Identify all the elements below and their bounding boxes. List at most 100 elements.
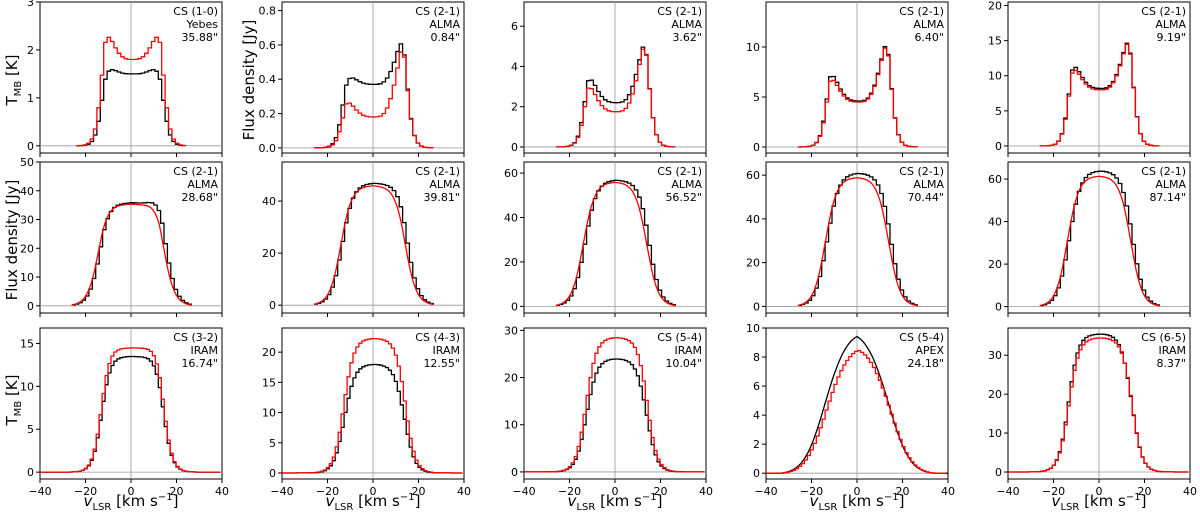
panel-annotation-line-2: ALMA bbox=[429, 18, 460, 31]
y-tick-label: 10 bbox=[504, 419, 518, 432]
y-tick-label: 20 bbox=[504, 372, 518, 385]
series-model bbox=[797, 47, 918, 148]
panel-annotation-line-1: CS (2-1) bbox=[657, 5, 702, 18]
x-tick-label: 0 bbox=[1096, 485, 1103, 498]
panel-annotation-line-3: 56.52" bbox=[665, 191, 702, 204]
y-tick-label: 0 bbox=[269, 467, 276, 480]
y-tick-label: 40 bbox=[746, 213, 760, 226]
series-observed bbox=[555, 46, 676, 148]
y-tick-label: 0.4 bbox=[259, 73, 277, 86]
x-tick-label: 40 bbox=[699, 485, 713, 498]
panel-annotation-line-1: CS (2-1) bbox=[1141, 5, 1186, 18]
panel-annotation-line-3: 3.62" bbox=[672, 31, 702, 44]
y-tick-label: 8 bbox=[753, 351, 760, 364]
x-tick-label: −40 bbox=[512, 485, 535, 498]
panel-annotation-line-2: ALMA bbox=[671, 178, 702, 191]
panel-annotation-line-1: CS (4-3) bbox=[415, 331, 460, 344]
y-axis-label-panel2: Flux density [Jy] bbox=[240, 20, 258, 141]
y-tick-label: 0 bbox=[753, 300, 760, 313]
y-tick-label: 30 bbox=[988, 349, 1002, 362]
series-model bbox=[40, 347, 221, 473]
x-tick-label: 20 bbox=[654, 485, 668, 498]
y-tick-label: 50 bbox=[20, 156, 34, 169]
y-tick-label: 10 bbox=[988, 427, 1002, 440]
series-observed bbox=[797, 46, 918, 148]
panel-annotation-line-3: 10.04" bbox=[665, 357, 702, 370]
y-tick-label: 0 bbox=[27, 140, 34, 153]
y-tick-label: 0.6 bbox=[259, 39, 277, 52]
series-model bbox=[313, 185, 435, 306]
panel-annotation-line-2: Yebes bbox=[185, 18, 218, 31]
panel-annotation-line-2: ALMA bbox=[913, 18, 944, 31]
y-tick-label: 2 bbox=[753, 438, 760, 451]
panel-annotation-line-2: APEX bbox=[915, 344, 944, 357]
x-tick-label: −20 bbox=[74, 485, 97, 498]
panel-annotation-line-2: IRAM bbox=[1159, 344, 1186, 357]
x-tick-label: −20 bbox=[558, 485, 581, 498]
y-tick-label: 20 bbox=[262, 247, 276, 260]
panel-annotation-line-2: ALMA bbox=[1155, 178, 1186, 191]
x-axis-title-3: vLSR [km s−1] bbox=[568, 492, 663, 513]
y-axis-label-row1: TMB [K] bbox=[3, 55, 24, 107]
x-tick-label: 20 bbox=[1138, 485, 1152, 498]
x-tick-label: 0 bbox=[612, 485, 619, 498]
panel-annotation-line-1: CS (2-1) bbox=[173, 165, 218, 178]
y-tick-label: 0 bbox=[511, 300, 518, 313]
y-tick-label: 6 bbox=[511, 20, 518, 33]
y-tick-label: 20 bbox=[988, 388, 1002, 401]
series-observed bbox=[313, 182, 434, 305]
panel-annotation-line-3: 12.55" bbox=[423, 357, 460, 370]
panel-annotation-line-1: CS (2-1) bbox=[415, 5, 460, 18]
y-tick-label: 20 bbox=[20, 242, 34, 255]
series-observed bbox=[1039, 42, 1160, 147]
y-tick-label: 5 bbox=[995, 105, 1002, 118]
y-tick-label: 15 bbox=[20, 337, 34, 350]
y-tick-label: 0.8 bbox=[259, 5, 277, 18]
panel-annotation-line-3: 16.74" bbox=[181, 357, 218, 370]
x-tick-label: −40 bbox=[996, 485, 1019, 498]
series-observed bbox=[40, 355, 221, 473]
x-tick-label: 0 bbox=[370, 485, 377, 498]
y-tick-label: 0 bbox=[995, 466, 1002, 479]
x-tick-label: 40 bbox=[1183, 485, 1197, 498]
y-tick-label: 6 bbox=[753, 380, 760, 393]
y-tick-label: 10 bbox=[746, 322, 760, 335]
y-tick-label: 0 bbox=[995, 140, 1002, 153]
series-model bbox=[282, 337, 463, 474]
series-observed bbox=[1039, 170, 1160, 307]
y-tick-label: 3 bbox=[27, 0, 34, 9]
y-tick-label: 10 bbox=[20, 271, 34, 284]
series-model bbox=[797, 177, 919, 307]
y-tick-label: 20 bbox=[988, 258, 1002, 271]
y-tick-label: 40 bbox=[988, 216, 1002, 229]
panel-annotation-line-1: CS (2-1) bbox=[899, 5, 944, 18]
y-tick-label: 0 bbox=[995, 301, 1002, 314]
y-tick-label: 0 bbox=[511, 141, 518, 154]
y-tick-label: 40 bbox=[504, 212, 518, 225]
y-tick-label: 30 bbox=[504, 324, 518, 337]
y-tick-label: 10 bbox=[262, 407, 276, 420]
y-tick-label: 2 bbox=[511, 101, 518, 114]
y-tick-label: 0 bbox=[753, 467, 760, 480]
panel-annotation-line-1: CS (2-1) bbox=[415, 165, 460, 178]
y-tick-label: 0.0 bbox=[259, 142, 277, 155]
panel-annotation-line-2: ALMA bbox=[429, 178, 460, 191]
y-tick-label: 20 bbox=[262, 346, 276, 359]
panel-annotation-line-1: CS (6-5) bbox=[1141, 331, 1186, 344]
series-model bbox=[555, 181, 677, 307]
panel-annotation-line-1: CS (1-0) bbox=[173, 5, 218, 18]
y-tick-label: 60 bbox=[504, 167, 518, 180]
x-tick-label: −20 bbox=[1042, 485, 1065, 498]
y-tick-label: 4 bbox=[511, 60, 518, 73]
series-model bbox=[71, 203, 193, 306]
series-model bbox=[1008, 337, 1189, 473]
x-tick-label: 40 bbox=[215, 485, 229, 498]
panel-annotation-line-3: 35.88" bbox=[181, 31, 218, 44]
